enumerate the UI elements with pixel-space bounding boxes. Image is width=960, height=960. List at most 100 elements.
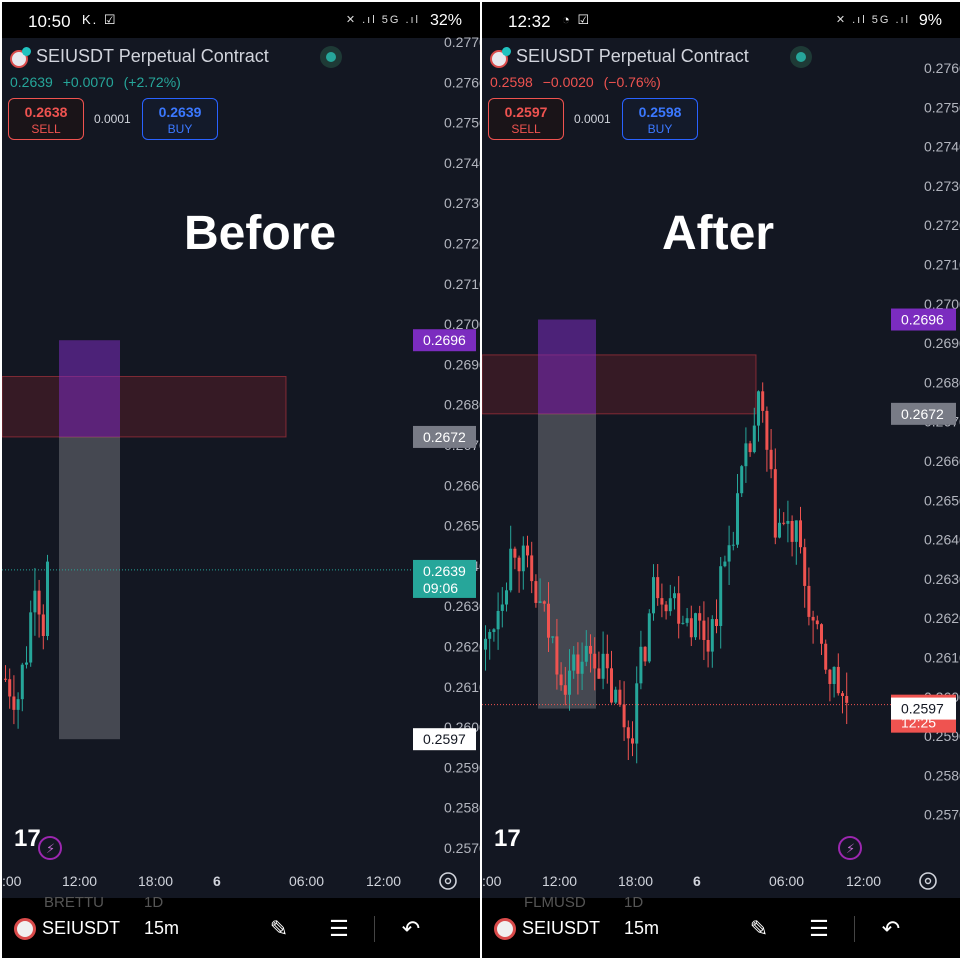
candle-body [631,738,634,744]
supply-zone [482,354,757,415]
candle-body [547,603,550,638]
pencil-icon[interactable]: ✎ [269,916,289,941]
x-axis-tick-label: 18:00 [618,873,653,889]
buy-button[interactable]: 0.2598 BUY [622,98,698,140]
price-label-box [413,728,476,751]
price-change-pct: (+2.72%) [123,74,181,90]
coin-logo-icon [10,47,31,68]
candle-body [773,469,777,538]
candle-body [580,661,584,674]
candle-body [702,620,706,640]
candle-body [626,727,630,739]
candle-body [710,619,714,652]
price-label-box [891,697,956,720]
buy-price: 0.2639 [158,104,202,120]
x-axis-tick-label: 12:00 [62,873,97,889]
candle-body [517,557,521,572]
y-axis-tick-label: 0.2570 [444,840,480,856]
coin-logo-icon [490,47,511,68]
undo-icon[interactable]: ↶ [401,916,421,941]
stop-zone [538,413,596,709]
buy-label: BUY [167,122,193,136]
settings-icon-center [924,877,932,885]
candle-body [492,629,496,633]
tradingview-logo-icon: 17 [494,825,521,852]
candle-body [593,653,597,669]
candle-body [597,668,601,679]
candle-body [719,566,723,627]
price-label-value: 0.2639 [423,563,466,579]
y-axis-tick-label: 0.2570 [924,807,960,823]
candle-body [731,544,735,546]
candle-body [807,585,811,617]
symbol-selector[interactable]: SEIUSDT [522,918,601,938]
tradingview-logo-icon: 17 [14,825,41,852]
candle-body [4,678,7,680]
sell-button[interactable]: 0.2638 SELL [8,98,84,140]
price-label-box [891,402,956,425]
candle-body [761,391,765,411]
x-axis-tick-label: 12:00 [846,873,881,889]
price-change: +0.0070 [62,74,114,90]
candle-body [530,555,534,582]
candle-body [614,689,618,703]
candle-body [740,466,744,494]
timeframe-selector[interactable]: 15m [624,918,660,938]
sliders-icon[interactable]: ☰ [329,916,349,941]
timeframe-selector[interactable]: 15m [144,918,180,938]
sell-button[interactable]: 0.2597 SELL [488,98,564,140]
candle-body [526,545,529,556]
candle-body [496,610,500,630]
candle-body [647,613,651,662]
pencil-icon[interactable]: ✎ [749,916,769,941]
candle-body [610,668,613,703]
sliders-icon[interactable]: ☰ [809,916,829,941]
candle-body [542,601,546,604]
settings-icon [439,872,457,890]
price-label-box [413,425,476,448]
signal-icon: ✕ .ıl 5G .ıl [835,14,910,26]
price-label-countdown: 09:06 [423,580,458,596]
toolbar-divider [854,916,855,942]
last-price: 0.2639 [10,74,53,90]
candle-body [736,493,739,545]
price-label-box [413,329,476,352]
candle-body [706,639,710,652]
last-price: 0.2598 [490,74,533,90]
candle-body [8,679,12,697]
candle-body [559,674,563,686]
candle-body [811,616,815,621]
candle-body [41,614,45,637]
candle-body [820,624,823,644]
candle-body [757,391,760,426]
sell-label: SELL [511,122,541,136]
candle-body [769,449,773,470]
buy-button[interactable]: 0.2639 BUY [142,98,218,140]
price-label-box [413,559,476,598]
candle-body [46,561,49,637]
symbol-title[interactable]: SEIUSDT Perpetual Contract [516,46,749,66]
candle-body [33,590,37,613]
x-axis-tick-label: 18:00 [138,873,173,889]
symbol-selector[interactable]: SEIUSDT [42,918,121,938]
ghost-timeframe: 1D [624,894,644,911]
undo-icon[interactable]: ↶ [881,916,901,941]
symbol-title[interactable]: SEIUSDT Perpetual Contract [36,46,269,66]
x-axis-tick-label: 06:00 [289,873,324,889]
price-label-value: 0.2672 [423,429,466,445]
candle-body [555,636,559,675]
sell-label: SELL [31,122,61,136]
